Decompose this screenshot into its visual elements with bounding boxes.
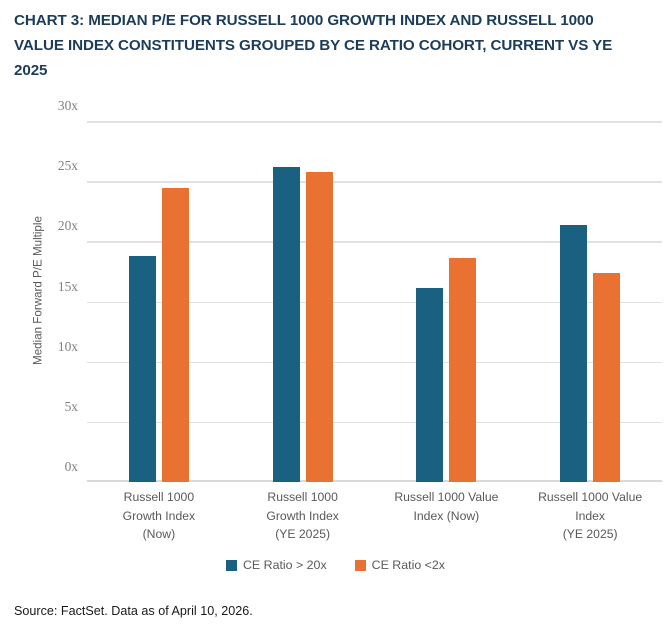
y-tick-label: 25x: [57, 158, 78, 174]
legend: CE Ratio > 20x CE Ratio <2x: [0, 558, 671, 572]
chart-container: Median Forward P/E Multiple 30x 25x 20x …: [0, 98, 671, 586]
bar-series-b[interactable]: [449, 258, 477, 482]
gridline: [87, 421, 662, 424]
bar-group: [87, 121, 231, 482]
x-axis-line: [87, 480, 662, 482]
legend-swatch-icon: [225, 559, 237, 571]
x-axis-category-label: Russell 1000 Growth Index (YE 2025): [266, 490, 339, 541]
bar-series-a[interactable]: [128, 255, 156, 482]
bar-series-b[interactable]: [305, 171, 333, 482]
bar-series-b[interactable]: [593, 272, 621, 482]
y-tick-label: 15x: [57, 278, 78, 294]
legend-label: CE Ratio <2x: [371, 558, 446, 572]
x-axis-category-label: Russell 1000 Value Index (YE 2025): [538, 490, 643, 541]
page-title: CHART 3: MEDIAN P/E FOR RUSSELL 1000 GRO…: [14, 12, 613, 79]
bar-group: [518, 121, 662, 482]
legend-item-series-a[interactable]: CE Ratio > 20x: [225, 558, 327, 572]
bar-series-a[interactable]: [560, 224, 588, 482]
bar-series-container: [87, 121, 662, 482]
gridline: [87, 241, 662, 243]
legend-swatch-icon: [354, 559, 366, 571]
y-axis-ticks: 30x 25x 20x 15x 10x 5x 0x: [34, 98, 78, 474]
gridline: [87, 361, 662, 364]
y-tick-label: 30x: [57, 98, 78, 113]
y-tick-label: 10x: [57, 338, 78, 354]
gridline: [87, 301, 662, 304]
x-axis-labels: Russell 1000 Growth Index (Now) Russell 10…: [87, 488, 662, 544]
legend-label: CE Ratio > 20x: [242, 558, 327, 572]
bar-group: [231, 121, 375, 482]
plot-area: [87, 121, 662, 482]
bar-series-a[interactable]: [416, 288, 444, 482]
source-note: Source: FactSet. Data as of April 10, 20…: [14, 604, 253, 618]
gridline: [87, 181, 662, 183]
x-axis-category-label: Russell 1000 Growth Index (Now): [122, 490, 196, 541]
legend-item-series-b[interactable]: CE Ratio <2x: [354, 558, 446, 572]
y-tick-label: 0x: [64, 459, 78, 474]
y-tick-label: 5x: [64, 398, 78, 414]
gridline: [87, 121, 662, 123]
bar-group: [375, 121, 519, 482]
x-axis-category-label: Russell 1000 Value Index (Now): [394, 490, 499, 523]
y-tick-label: 20x: [57, 218, 78, 234]
divider: [0, 594, 671, 595]
bar-series-a[interactable]: [272, 166, 300, 482]
bar-series-b[interactable]: [161, 188, 189, 482]
